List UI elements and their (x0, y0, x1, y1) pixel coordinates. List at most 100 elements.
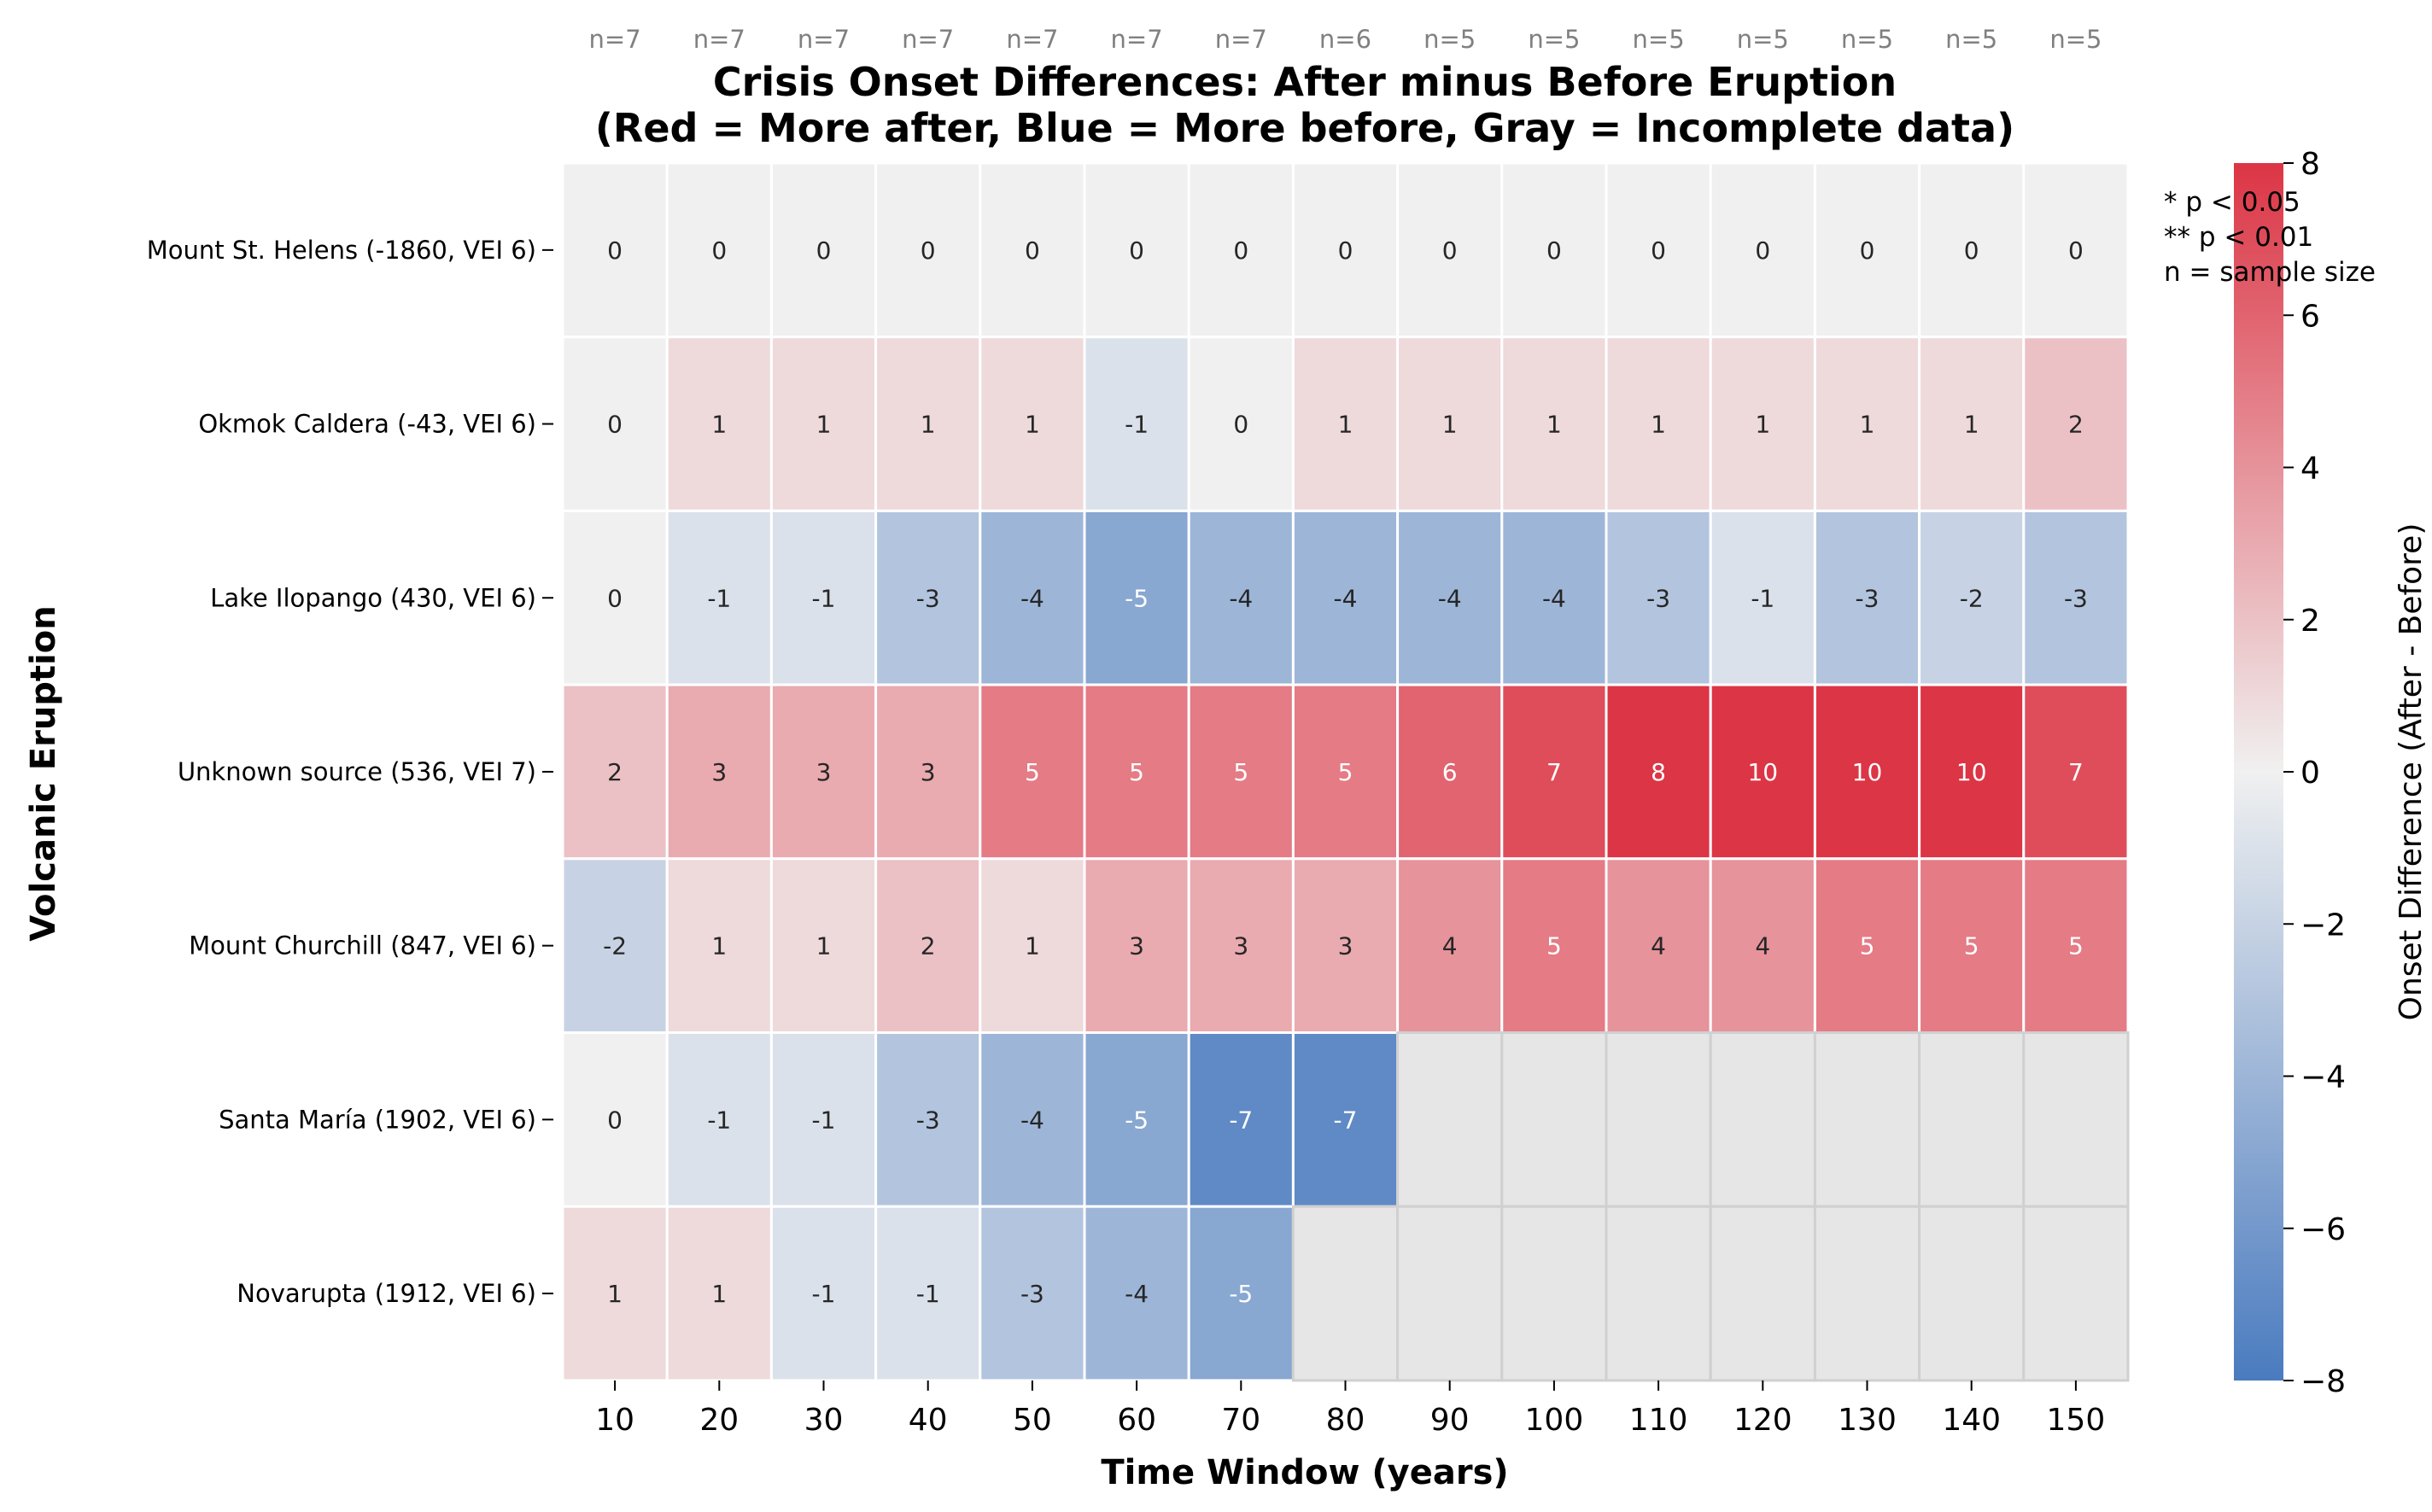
heatmap-cell (769, 1205, 878, 1382)
heatmap-cell (665, 683, 773, 861)
heatmap-cell (874, 683, 982, 861)
cell-value-label: -5 (1125, 584, 1149, 612)
heatmap-cells: 0 0 0 0 0 0 0 0 0 0 0 0 0 0 0 0 1 1 1 1 -1 0 1 1 1 1 1 1 1 2 0 -1 -1 -3 -4… (561, 161, 2130, 1382)
x-axis-label: Time Window (years) (1101, 1453, 1508, 1492)
sample-size-label: n=7 (589, 25, 641, 54)
cell-value-label: -1 (812, 584, 836, 612)
cell-value-label: 5 (1129, 758, 1144, 786)
heatmap-cell-incomplete (1918, 1031, 2026, 1208)
heatmap-cell (665, 1205, 773, 1382)
heatmap-cell (561, 161, 669, 339)
cell-value-label: -7 (1229, 1106, 1253, 1134)
heatmap-cell (2022, 509, 2130, 686)
cell-value-label: -3 (916, 1106, 940, 1134)
cell-value-label: -1 (916, 1280, 940, 1308)
sample-size-label: n=5 (1737, 25, 1789, 54)
cell-value-label: -4 (1020, 584, 1044, 612)
x-tick-label: 100 (1525, 1403, 1584, 1438)
x-tick-label: 60 (1117, 1403, 1156, 1438)
sample-size-label: n=5 (1424, 25, 1476, 54)
x-tick-label: 120 (1733, 1403, 1792, 1438)
x-tick-label: 130 (1838, 1403, 1897, 1438)
cell-value-label: -3 (2064, 584, 2088, 612)
cell-value-label: 0 (1546, 236, 1562, 265)
cell-value-label: -1 (707, 1106, 731, 1134)
cell-value-label: 0 (1233, 236, 1248, 265)
cell-value-label: 5 (1233, 758, 1248, 786)
cell-value-label: 0 (607, 584, 623, 612)
heatmap-cell (1187, 336, 1295, 512)
cell-value-label: -4 (1020, 1106, 1044, 1134)
heatmap-cell (1813, 509, 1921, 686)
x-tick-label: 110 (1629, 1403, 1688, 1438)
cell-value-label: -4 (1542, 584, 1566, 612)
heatmap-cell (1813, 336, 1921, 512)
cell-value-label: 0 (1129, 236, 1144, 265)
x-tick-label: 140 (1942, 1403, 2001, 1438)
heatmap-cell (769, 336, 878, 512)
legend-note-n: n = sample size (2164, 257, 2376, 288)
cell-value-label: 8 (1651, 758, 1666, 786)
heatmap-cell-incomplete (1605, 1031, 1712, 1208)
cell-value-label: 1 (1651, 411, 1666, 439)
heatmap-cell-incomplete (1396, 1031, 1504, 1208)
x-tick-label: 50 (1013, 1403, 1052, 1438)
sample-size-label: n=5 (1633, 25, 1685, 54)
cell-value-label: 0 (607, 411, 623, 439)
chart-title-line-2: (Red = More after, Blue = More before, G… (595, 105, 2014, 151)
heatmap-cell (665, 1031, 773, 1208)
colorbar-tick-label: 2 (2300, 604, 2320, 639)
heatmap-cell (979, 1205, 1086, 1382)
cell-value-label: 1 (1442, 411, 1458, 439)
heatmap-cell (1500, 161, 1608, 339)
cell-value-label: 1 (1755, 411, 1770, 439)
cell-value-label: 0 (1860, 236, 1875, 265)
colorbar-tick-label: −4 (2300, 1060, 2346, 1095)
sample-size-label: n=5 (1528, 25, 1580, 54)
y-tick-label: Unknown source (536, VEI 7) (178, 757, 536, 786)
colorbar (2234, 163, 2283, 1381)
heatmap-cell (874, 1031, 982, 1208)
heatmap-cell (1396, 509, 1504, 686)
x-tick-label: 150 (2047, 1403, 2106, 1438)
heatmap-cell (1083, 1031, 1190, 1208)
sample-size-label: n=7 (693, 25, 745, 54)
heatmap-cell (979, 683, 1086, 861)
sample-size-label: n=7 (1006, 25, 1058, 54)
cell-value-label: -3 (916, 584, 940, 612)
cell-value-label: 1 (607, 1280, 623, 1308)
heatmap-cell (1500, 857, 1608, 1034)
cell-value-label: 1 (816, 411, 832, 439)
heatmap-cell (561, 1205, 669, 1382)
heatmap-cell (1187, 857, 1295, 1034)
cell-value-label: 3 (816, 758, 832, 786)
cell-value-label: 4 (1651, 932, 1666, 960)
heatmap-cell (1500, 509, 1608, 686)
colorbar-tick-label: 0 (2300, 756, 2320, 791)
heatmap-cell (1709, 336, 1816, 512)
cell-value-label: -4 (1229, 584, 1253, 612)
cell-value-label: 0 (1755, 236, 1770, 265)
heatmap-cell (561, 857, 669, 1034)
colorbar-tick-label: −8 (2300, 1364, 2346, 1399)
cell-value-label: 5 (1860, 932, 1875, 960)
cell-value-label: -3 (1020, 1280, 1044, 1308)
heatmap-cell-incomplete (1813, 1205, 1921, 1382)
cell-value-label: 0 (1233, 411, 1248, 439)
heatmap-cell-incomplete (1291, 1205, 1400, 1382)
x-tick-label: 70 (1221, 1403, 1260, 1438)
chart-title-line-1: Crisis Onset Differences: After minus Be… (713, 59, 1897, 105)
cell-value-label: -1 (1751, 584, 1774, 612)
colorbar-tick-label: 8 (2300, 147, 2320, 182)
cell-value-label: 1 (816, 932, 832, 960)
heatmap-cell-incomplete (1396, 1205, 1504, 1382)
cell-value-label: 2 (2068, 411, 2084, 439)
cell-value-label: -4 (1125, 1280, 1149, 1308)
cell-value-label: 6 (1442, 758, 1458, 786)
heatmap-cell (1500, 683, 1608, 861)
cell-value-label: 3 (1338, 932, 1353, 960)
heatmap-cell (1083, 161, 1190, 339)
cell-value-label: 7 (1546, 758, 1562, 786)
heatmap-cell (1291, 1031, 1400, 1208)
